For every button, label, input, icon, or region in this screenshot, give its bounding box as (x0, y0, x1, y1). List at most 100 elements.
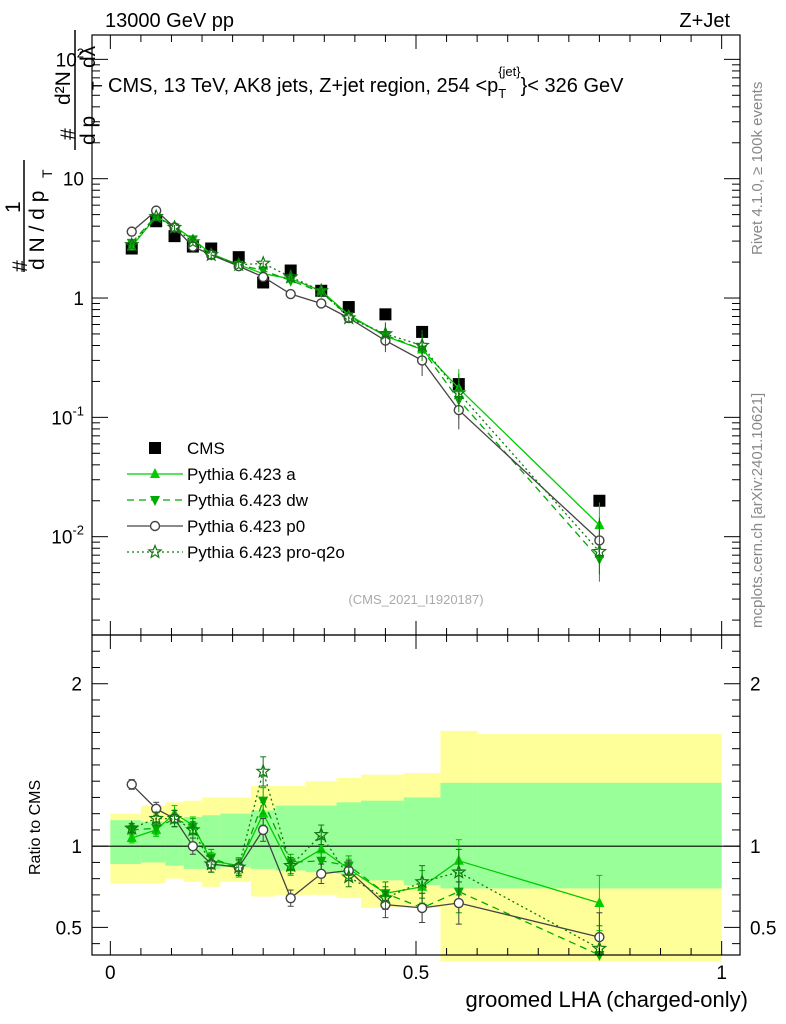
ratio-point-proq2o (255, 763, 272, 779)
ratio-point-proq2o (230, 859, 247, 874)
ratio-x-tick-label: 0 (105, 963, 116, 984)
ratio-point-proq2o (185, 821, 201, 837)
main-point-p0 (316, 298, 327, 309)
main-point-proq2o (414, 337, 430, 353)
legend-marker-proq2o (147, 543, 163, 559)
ratio-point-proq2o (313, 826, 329, 842)
process-title: 13000 GeV pp (105, 10, 234, 32)
ratio-x-tick-label: 0.5 (403, 963, 429, 984)
ratio-inner-band (220, 813, 251, 868)
main-y-tick-label: 10 (63, 170, 84, 191)
ratio-plot: 0.5 0.5 1 1 2 2 0 0.5 1 (56, 634, 776, 984)
main-point-dw (258, 266, 269, 277)
ratio-point-proq2o (341, 868, 357, 884)
main-point-cms (379, 308, 392, 321)
main-y-tick-exp: -1 (72, 403, 84, 418)
main-point-p0 (257, 271, 269, 283)
main-y-tick-base: 10 (56, 50, 77, 71)
ratio-y-tick-label-right: 0.5 (750, 918, 776, 939)
ratio-point-dw (151, 824, 162, 835)
main-y-tick-label: 102 (56, 45, 84, 71)
main-point-proq2o (313, 282, 329, 298)
final-state-title: Z+Jet (679, 10, 730, 32)
ylabel-one: 1 (2, 201, 25, 213)
legend-marker-cms (149, 442, 161, 454)
main-point-p0 (285, 288, 296, 300)
ratio-point-proq2o (203, 855, 219, 871)
main-point-proq2o (203, 246, 219, 262)
legend-marker-dw (150, 496, 160, 506)
main-y-tick-label: 10-2 (51, 523, 84, 549)
main-point-proq2o (451, 384, 467, 400)
ratio-y-tick-label-left: 1 (71, 837, 82, 858)
main-y-axis-label: # 1 d N / d p T # d²N d p T dλ (2, 30, 105, 272)
legend-label-p0: Pythia 6.423 p0 (187, 517, 305, 536)
ratio-x-tick-label: 1 (716, 963, 727, 984)
ratio-point-p0 (453, 897, 464, 909)
ylabel-dn-dpt: d N / d p (26, 191, 49, 270)
ratio-point-a (126, 832, 137, 843)
main-point-proq2o (230, 256, 247, 272)
main-point-proq2o (377, 325, 394, 341)
legend-marker-p0 (149, 520, 161, 532)
main-y-tick-exp: 2 (77, 45, 84, 60)
legend-marker-a (150, 468, 160, 478)
main-point-cms (168, 230, 181, 243)
main-y-tick-exp: -2 (72, 523, 84, 538)
legend-label-a: Pythia 6.423 a (187, 465, 296, 484)
x-axis-label: groomed LHA (charged-only) (466, 987, 748, 1012)
main-y-tick-label: 10-1 (51, 403, 84, 429)
analysis-reference: (CMS_2021_I1920187) (348, 592, 483, 607)
ratio-point-p0 (285, 892, 296, 904)
ratio-point-dw (258, 796, 269, 807)
ratio-point-proq2o (166, 810, 183, 826)
subtitle-sup: {jet} (498, 64, 521, 79)
main-point-proq2o (185, 233, 201, 249)
main-y-tick-base: 10 (51, 408, 72, 429)
ylabel-d2n: d²N (52, 71, 75, 105)
ratio-point-proq2o (414, 873, 430, 889)
ylabel-hash-1: # (9, 260, 32, 272)
main-point-cms (342, 301, 355, 314)
plot-subtitle: CMS, 13 TeV, AK8 jets, Z+jet region, 254… (108, 64, 624, 101)
ratio-point-p0 (187, 840, 199, 852)
main-y-tick-base: 10 (51, 528, 72, 549)
legend: CMS Pythia 6.423 a Pythia 6.423 dw Pythia 6… (127, 439, 345, 562)
ratio-point-proq2o (451, 864, 467, 879)
subtitle-sub: T (498, 86, 506, 101)
ratio-y-tick-label-left: 0.5 (56, 918, 82, 939)
ratio-point-proq2o (148, 810, 164, 826)
main-point-proq2o (166, 219, 183, 235)
ratio-point-proq2o (282, 857, 299, 873)
main-point-cms (593, 494, 606, 507)
ratio-series-line-proq2o (131, 768, 600, 950)
main-point-proq2o (282, 268, 299, 284)
ratio-y-tick-label-left: 2 (71, 675, 82, 696)
main-point-proq2o (148, 208, 164, 224)
subtitle-suffix: }< 326 GeV (521, 75, 625, 97)
ratio-y-tick-label-right: 1 (750, 837, 761, 858)
ratio-point-p0 (316, 868, 327, 879)
ratio-point-p0 (257, 824, 269, 836)
subtitle-prefix: CMS, 13 TeV, AK8 jets, Z+jet region, 254… (108, 75, 498, 97)
legend-label-proq2o: Pythia 6.423 pro-q2o (187, 543, 345, 562)
main-point-p0 (126, 226, 137, 237)
rivet-version-label: Rivet 4.1.0, ≥ 100k events (749, 82, 766, 255)
ratio-point-proq2o (124, 820, 140, 835)
ratio-point-proq2o (377, 889, 394, 905)
legend-label-dw: Pythia 6.423 dw (187, 491, 309, 510)
ratio-inner-band (165, 821, 184, 866)
ratio-y-axis-label: Ratio to CMS (27, 780, 44, 875)
main-y-tick-label: 1 (73, 289, 84, 310)
ratio-inner-band (477, 782, 722, 889)
main-point-proq2o (341, 309, 357, 325)
main-point-proq2o (124, 236, 140, 252)
ratio-point-a (594, 897, 605, 908)
main-point-proq2o (591, 543, 608, 559)
ratio-point-p0 (416, 902, 428, 914)
ylabel-dpt: d p (77, 116, 100, 145)
ratio-point-dw (316, 856, 327, 867)
mcplots-label: mcplots.cern.ch [arXiv:2401.10621] (749, 393, 766, 628)
